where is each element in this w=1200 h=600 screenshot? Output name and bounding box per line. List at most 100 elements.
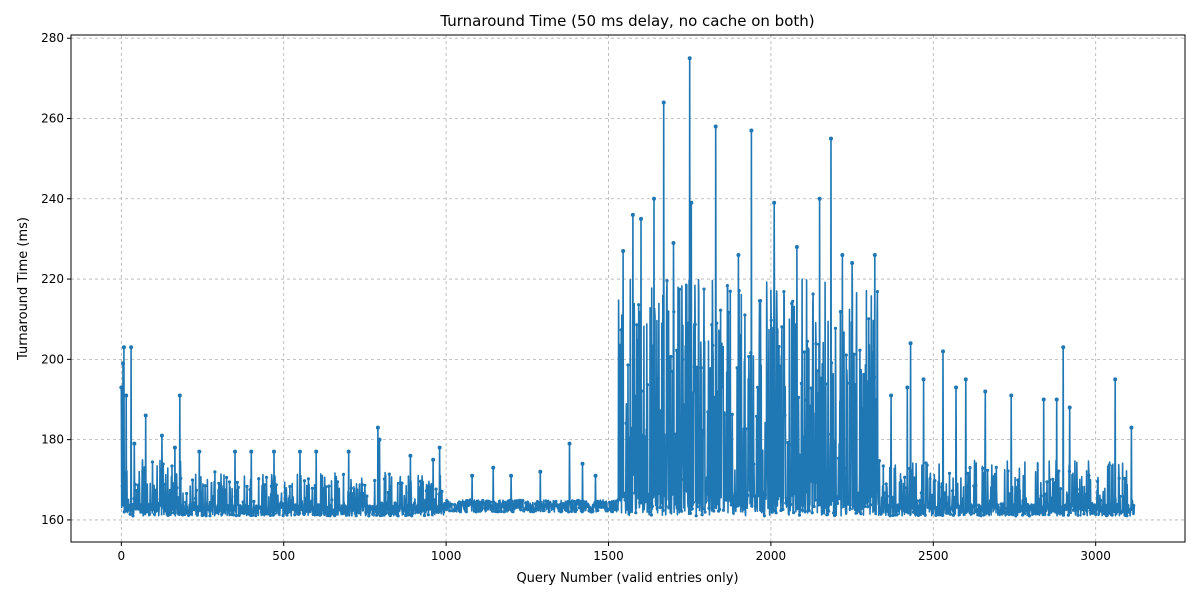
data-point (1040, 507, 1044, 511)
data-point (450, 502, 454, 506)
data-point (1090, 505, 1094, 509)
data-point (1025, 502, 1030, 507)
data-point (813, 498, 817, 502)
data-point (656, 376, 660, 380)
data-point (857, 508, 861, 512)
y-tick-label: 240 (41, 192, 64, 206)
data-point (761, 502, 766, 506)
data-point (219, 508, 223, 512)
data-point (128, 512, 132, 516)
data-point (925, 463, 929, 467)
data-point (878, 511, 883, 515)
data-point (872, 252, 877, 257)
data-point (1009, 393, 1014, 398)
data-point (159, 487, 163, 491)
data-point (678, 287, 682, 291)
data-point (191, 507, 195, 511)
data-point (1013, 504, 1017, 508)
data-point (1115, 510, 1119, 514)
data-point (1063, 505, 1068, 510)
data-point (119, 385, 123, 390)
data-point (710, 323, 714, 327)
data-point (543, 505, 547, 509)
data-point (633, 491, 637, 495)
data-point (261, 512, 265, 516)
data-point (201, 505, 205, 509)
data-point (741, 505, 745, 509)
data-point (783, 413, 787, 417)
data-point (333, 514, 337, 518)
x-tick-label: 1000 (431, 549, 462, 563)
data-point (780, 325, 784, 329)
data-point (765, 467, 769, 471)
data-point (490, 504, 494, 508)
data-point (1049, 510, 1053, 514)
data-point (1041, 397, 1046, 402)
data-point (383, 505, 387, 509)
data-point (1045, 480, 1049, 484)
data-point (720, 372, 725, 376)
data-point (1107, 463, 1111, 467)
data-point (895, 513, 899, 517)
data-point (193, 496, 197, 501)
data-point (170, 464, 174, 468)
data-point (245, 484, 249, 488)
data-point (846, 502, 850, 506)
data-point (252, 499, 256, 504)
data-point (909, 484, 914, 488)
data-point (578, 499, 582, 503)
data-point (731, 494, 735, 499)
data-point (664, 504, 668, 508)
data-point (424, 489, 428, 493)
data-point (756, 385, 760, 389)
data-point (964, 484, 968, 488)
data-point (719, 375, 724, 379)
data-point (657, 466, 661, 470)
data-point (738, 501, 742, 505)
data-point (733, 492, 737, 496)
data-point (532, 509, 537, 513)
data-point (285, 513, 289, 517)
data-point (818, 503, 822, 507)
data-point (762, 514, 767, 518)
data-point (828, 136, 833, 141)
y-tick-label: 220 (41, 272, 64, 286)
data-point (297, 449, 302, 454)
data-point (815, 369, 819, 373)
data-point (187, 513, 191, 518)
data-point (509, 474, 513, 478)
data-point (979, 514, 983, 518)
data-point (805, 339, 809, 343)
data-point (342, 505, 347, 510)
x-tick-label: 2000 (756, 549, 787, 563)
data-point (1047, 513, 1051, 517)
data-point (982, 513, 986, 517)
data-point (431, 458, 435, 462)
data-point (1110, 513, 1114, 517)
data-point (672, 310, 676, 314)
data-point (641, 492, 645, 496)
data-point (240, 506, 244, 510)
data-point (1019, 504, 1023, 508)
data-point (1081, 508, 1085, 512)
data-point (799, 381, 804, 386)
data-point (1056, 511, 1060, 515)
data-point (1088, 502, 1092, 506)
data-point (668, 374, 672, 378)
data-point (282, 507, 286, 511)
data-point (563, 503, 567, 507)
data-point (567, 510, 571, 514)
y-tick-label: 180 (41, 433, 64, 447)
data-point (658, 506, 662, 510)
data-point (719, 308, 723, 312)
data-point (394, 502, 398, 506)
data-point (987, 508, 992, 512)
data-point (1079, 503, 1083, 507)
data-point (953, 506, 958, 510)
data-point (1086, 498, 1090, 502)
data-point (661, 508, 665, 512)
data-point (1099, 498, 1103, 502)
data-point (625, 507, 629, 511)
data-point (235, 480, 239, 484)
